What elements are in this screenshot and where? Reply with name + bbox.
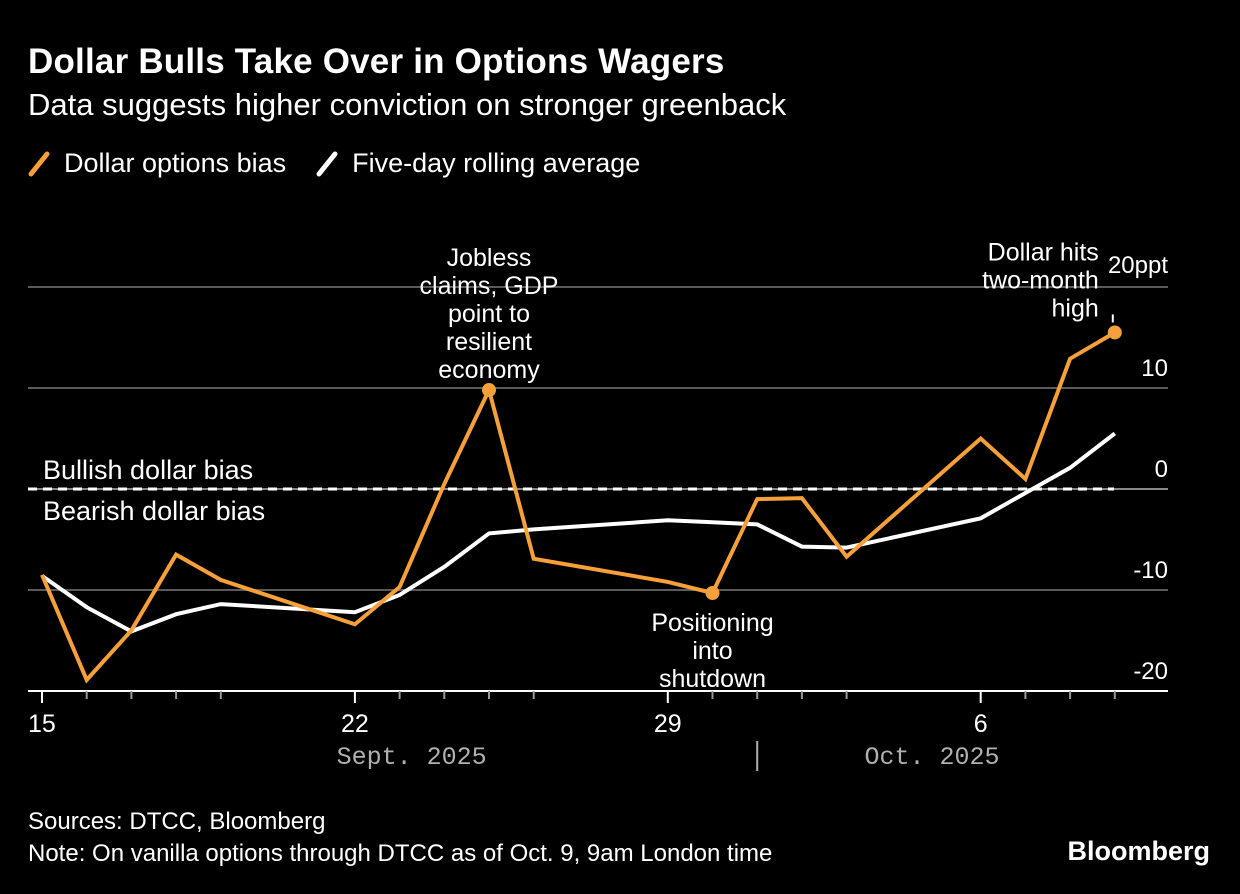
x-tick-label: 6 (974, 710, 988, 738)
zone-label-bullish: Bullish dollar bias (43, 455, 253, 485)
month-label: Oct. 2025 (864, 743, 999, 772)
annotation-marker (1107, 325, 1122, 340)
annotation-text: claims, GDP (420, 272, 559, 300)
annotation-text: high (1052, 294, 1099, 322)
y-tick-label: -20 (1133, 658, 1168, 685)
x-tick-label: 15 (28, 710, 56, 738)
legend-label: Dollar options bias (64, 148, 287, 178)
chart-subtitle: Data suggests higher conviction on stron… (28, 87, 787, 122)
annotation-text: Dollar hits (988, 238, 1099, 266)
orange-slash-icon (28, 151, 50, 176)
zone-label-bearish: Bearish dollar bias (43, 496, 265, 526)
annotation-marker (705, 586, 720, 601)
annotation-text: point to (448, 300, 530, 328)
legend-item-options-bias: Dollar options bias (28, 148, 286, 179)
x-tick-label: 22 (341, 710, 369, 738)
bloomberg-logo: Bloomberg (1067, 836, 1210, 866)
annotation-text: shutdown (659, 665, 766, 693)
y-tick-label: 10 (1141, 355, 1168, 382)
annotation-text: into (692, 637, 732, 665)
annotation-text: Positioning (651, 609, 773, 637)
series-line-options-bias (40, 330, 1116, 684)
y-tick-label: 20ppt (1108, 252, 1168, 279)
annotation-text: resilient (446, 328, 532, 356)
legend-item-rolling-average: Five-day rolling average (316, 148, 640, 179)
sources-text: Sources: DTCC, Bloomberg (28, 808, 326, 835)
annotation-text: Jobless (447, 244, 532, 272)
series-line-rolling-average (40, 431, 1117, 634)
annotation-text: economy (438, 356, 540, 384)
annotation-marker (482, 383, 496, 398)
y-tick-label: -10 (1133, 557, 1168, 584)
month-label: Sept. 2025 (337, 743, 487, 772)
annotation-text: two-month (982, 266, 1099, 294)
note-text: Note: On vanilla options through DTCC as… (28, 840, 773, 867)
legend: Dollar options bias Five-day rolling ave… (28, 148, 670, 179)
chart-title: Dollar Bulls Take Over in Options Wagers (28, 42, 725, 81)
x-tick-label: 29 (654, 710, 682, 738)
y-tick-label: 0 (1155, 456, 1168, 483)
white-slash-icon (316, 151, 338, 176)
legend-label: Five-day rolling average (352, 148, 641, 178)
